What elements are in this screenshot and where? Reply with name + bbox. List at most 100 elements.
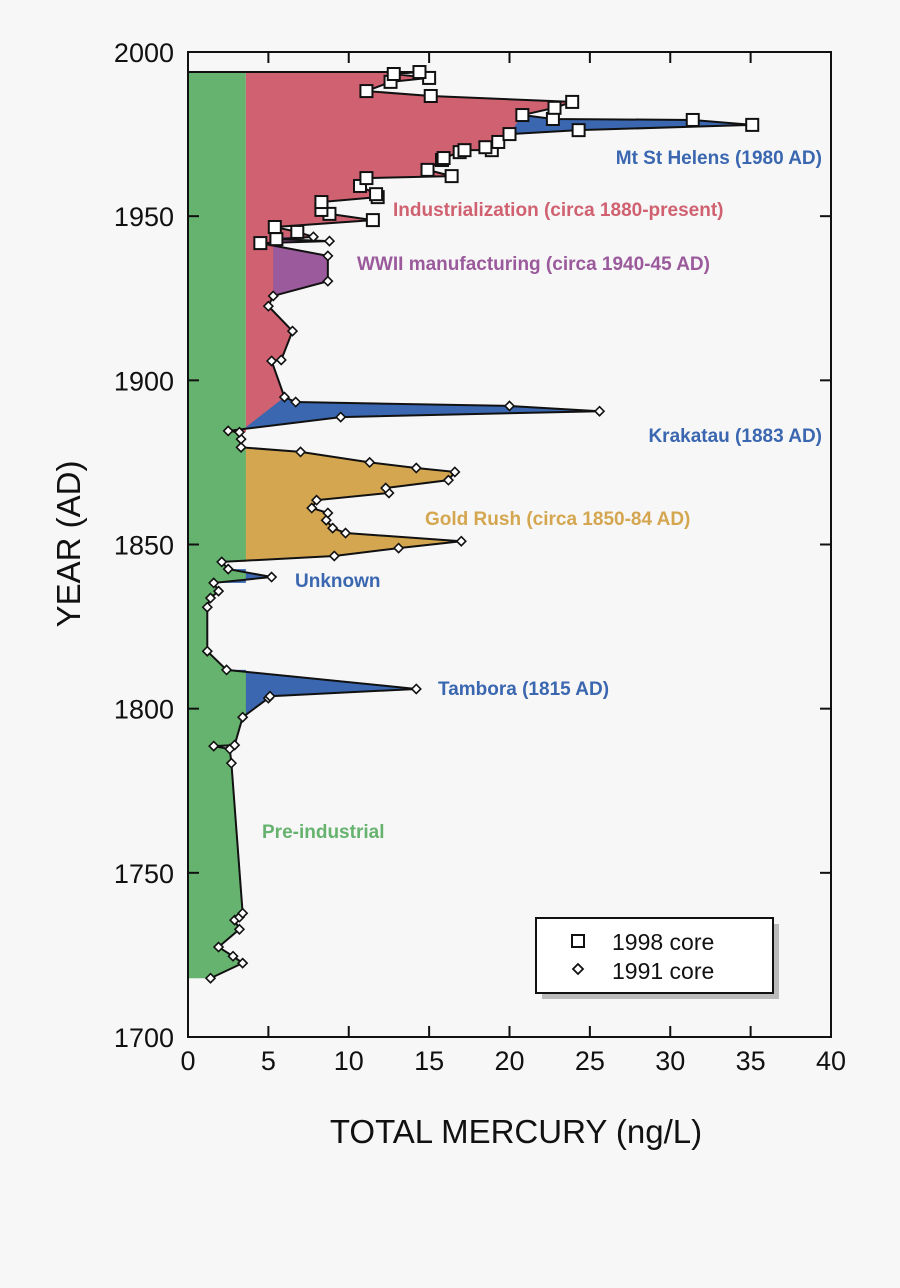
point-1991-core [225,757,238,769]
point-1991-core [310,494,323,506]
point-1998-core [359,84,374,99]
point-1998-core [444,169,459,184]
region-annotation: Tambora (1815 AD) [438,679,609,700]
region-fill-2 [260,236,330,296]
legend-label-1991: 1991 core [612,958,714,984]
x-tick-label: 5 [261,1046,276,1076]
y-tick-label: 1950 [114,202,174,232]
legend: 1998 core 1991 core [535,917,779,999]
point-1991-core [306,502,318,514]
point-1998-core [547,100,562,115]
point-1991-core [228,739,241,751]
point-1991-core [323,235,336,247]
point-1998-core [436,151,451,166]
point-1991-core [212,941,225,953]
point-1991-core [322,275,334,287]
point-1991-core [593,405,606,417]
point-1991-core [222,563,234,575]
legend-label-1998: 1998 core [612,929,714,955]
point-1998-core [478,140,493,155]
legend-square-marker [571,934,585,948]
y-tick-label: 1850 [114,531,174,561]
point-1991-core [267,290,279,302]
point-1998-core [515,108,530,123]
point-1998-core [457,143,472,158]
point-1991-core [265,355,278,367]
x-tick-label: 15 [414,1046,444,1076]
point-1991-core [275,354,287,366]
point-1991-core [322,507,334,519]
point-1998-core [369,187,384,202]
x-tick-label: 35 [736,1046,766,1076]
point-1991-core [455,535,467,547]
point-1998-core [491,134,506,149]
point-1991-core [222,425,234,437]
point-1998-core [412,65,427,80]
point-1991-core [278,391,291,403]
point-1998-core [571,123,586,138]
region-annotation: Unknown [295,571,381,592]
y-tick-label: 2000 [114,38,174,68]
point-1998-core [745,117,760,132]
y-tick-label: 1800 [114,695,174,725]
x-axis-label: TOTAL MERCURY (ng/L) [330,1113,702,1150]
y-axis-label: YEAR (AD) [50,461,87,628]
region-fill-5 [221,447,462,562]
point-1991-core [201,601,213,613]
point-1998-core [386,66,401,81]
point-1991-core [442,474,455,486]
region-fill-1 [228,72,753,433]
x-tick-label: 40 [816,1046,846,1076]
point-1998-core [253,236,268,251]
point-1991-core [262,300,275,312]
point-1998-core [685,112,700,127]
point-1998-core [290,224,305,239]
point-1991-core [235,441,247,453]
point-1991-core [410,683,422,695]
point-1991-core [216,556,228,568]
point-1991-core [320,514,332,526]
point-1991-core [449,466,461,478]
region-annotation: Industrialization (circa 1880-present) [393,200,724,221]
point-1991-core [212,585,225,597]
point-1998-core [565,94,580,109]
x-tick-label: 10 [334,1046,364,1076]
point-1998-core [267,220,282,235]
region-annotation: Mt St Helens (1980 AD) [616,148,822,169]
point-1991-core [364,456,376,469]
point-1991-core [227,950,239,962]
point-1998-core [359,171,374,186]
region-annotation: Krakatau (1883 AD) [648,426,822,447]
point-1991-core [264,690,276,702]
point-1991-core [220,664,233,676]
legend-diamond-marker [571,962,585,976]
point-1991-core [237,711,249,723]
point-1991-core [327,522,339,534]
x-tick-label: 0 [180,1046,195,1076]
point-1991-core [286,325,299,337]
region-annotation: Pre-industrial [262,822,384,843]
point-1991-core [201,645,213,657]
point-1991-core [208,577,220,589]
y-tick-label: 1750 [114,859,174,889]
point-1991-core [392,542,405,554]
region-annotation: Gold Rush (circa 1850-84 AD) [425,509,690,530]
point-1998-core [365,213,380,228]
point-1991-core [307,231,320,243]
y-tick-label: 1700 [114,1023,174,1053]
point-1991-core [237,957,249,969]
x-tick-label: 20 [494,1046,524,1076]
point-1991-core [380,482,392,494]
point-1991-core [410,462,422,474]
point-1991-core [233,426,246,438]
point-1998-core [423,88,438,103]
point-1991-core [322,250,334,262]
point-1998-core [314,195,329,210]
point-1991-core [294,446,307,458]
point-1991-core [335,411,347,423]
point-1991-core [233,923,246,935]
point-1991-core [204,972,217,984]
point-1991-core [265,571,278,583]
